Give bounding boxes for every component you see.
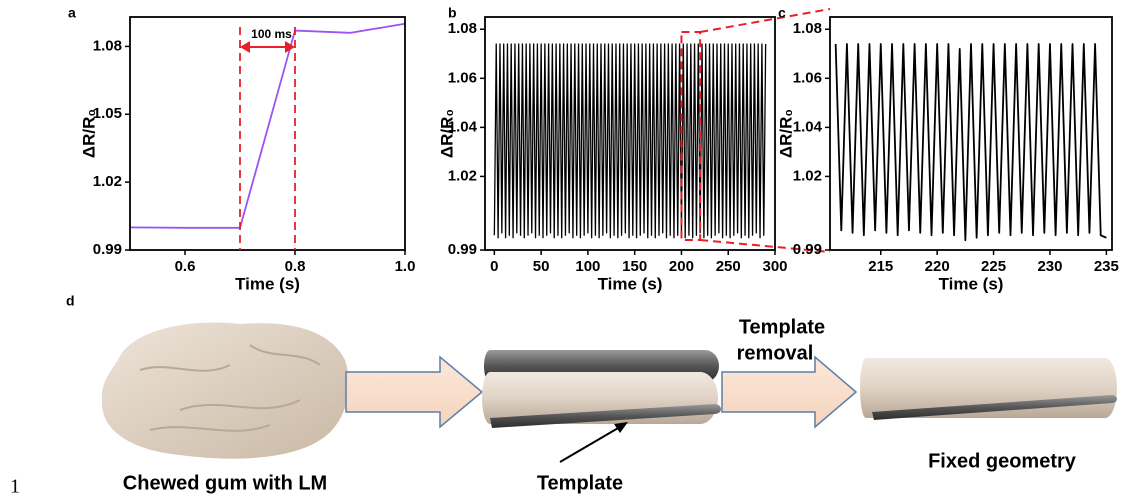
data-line xyxy=(129,22,406,229)
data-line xyxy=(834,43,1107,242)
y-tick-label: 1.02 xyxy=(93,173,122,190)
template-remnant xyxy=(872,395,1117,420)
x-tick-label: 50 xyxy=(533,258,550,275)
panel-letter: d xyxy=(66,293,75,309)
x-axis-label: Time (s) xyxy=(939,274,1004,293)
pointer-head xyxy=(614,422,628,433)
y-tick-label: 1.04 xyxy=(793,118,823,135)
page-number: 1 xyxy=(10,476,20,498)
y-tick-label: 1.02 xyxy=(448,167,477,184)
y-tick-label: 0.99 xyxy=(793,241,822,258)
panel-letter: b xyxy=(448,5,457,21)
x-tick-label: 235 xyxy=(1094,258,1119,275)
x-tick-label: 150 xyxy=(622,258,647,275)
y-tick-label: 1.08 xyxy=(93,37,122,54)
y-tick-label: 1.04 xyxy=(448,118,478,135)
y-axis-label: ΔR/R₀ xyxy=(776,109,795,158)
y-tick-label: 1.08 xyxy=(448,20,477,37)
x-tick-label: 220 xyxy=(925,258,950,275)
zoom-connector xyxy=(699,8,831,33)
gum-label: Chewed gum with LM xyxy=(123,472,327,494)
data-line xyxy=(493,43,767,239)
x-tick-label: 230 xyxy=(1037,258,1062,275)
gum xyxy=(101,322,349,459)
x-tick-label: 250 xyxy=(716,258,741,275)
removal-label: Template xyxy=(739,316,825,338)
y-tick-label: 1.06 xyxy=(448,69,477,86)
removal-label: removal xyxy=(737,342,814,364)
arrow xyxy=(345,355,484,429)
x-tick-label: 0.6 xyxy=(175,258,196,275)
y-tick-label: 0.99 xyxy=(448,241,477,258)
x-axis-label: Time (s) xyxy=(235,274,300,293)
plot-frame xyxy=(129,16,406,251)
x-tick-label: 0 xyxy=(490,258,498,275)
gum-texture xyxy=(139,344,321,432)
x-axis-label: Time (s) xyxy=(598,274,663,293)
panel-letter: c xyxy=(778,5,786,21)
x-tick-label: 225 xyxy=(981,258,1006,275)
y-tick-label: 1.08 xyxy=(793,20,822,37)
y-tick-label: 1.02 xyxy=(793,167,822,184)
y-tick-label: 0.99 xyxy=(93,241,122,258)
plot-frame xyxy=(484,16,776,251)
zoom-box xyxy=(680,31,702,241)
template-bottom xyxy=(490,404,721,428)
x-tick-label: 100 xyxy=(575,258,600,275)
diagram: Chewed gum with LM Template Template rem… xyxy=(101,316,1117,494)
panel-letter: a xyxy=(68,5,76,21)
x-tick-label: 200 xyxy=(669,258,694,275)
x-tick-label: 0.8 xyxy=(285,258,306,275)
x-tick-label: 300 xyxy=(762,258,787,275)
x-tick-label: 215 xyxy=(868,258,893,275)
y-axis-label: ΔR/R₀ xyxy=(437,109,456,158)
template-label: Template xyxy=(537,472,623,494)
x-tick-label: 1.0 xyxy=(395,258,416,275)
y-tick-label: 1.06 xyxy=(793,69,822,86)
plot-frame xyxy=(829,16,1113,251)
annotation: 100 ms xyxy=(251,27,292,41)
pointer xyxy=(559,423,626,463)
y-tick-label: 1.05 xyxy=(93,105,122,122)
arrow xyxy=(721,355,858,429)
result-label: Fixed geometry xyxy=(928,450,1077,472)
zoom-connector xyxy=(700,239,831,253)
y-axis-label: ΔR/R₀ xyxy=(79,109,98,158)
